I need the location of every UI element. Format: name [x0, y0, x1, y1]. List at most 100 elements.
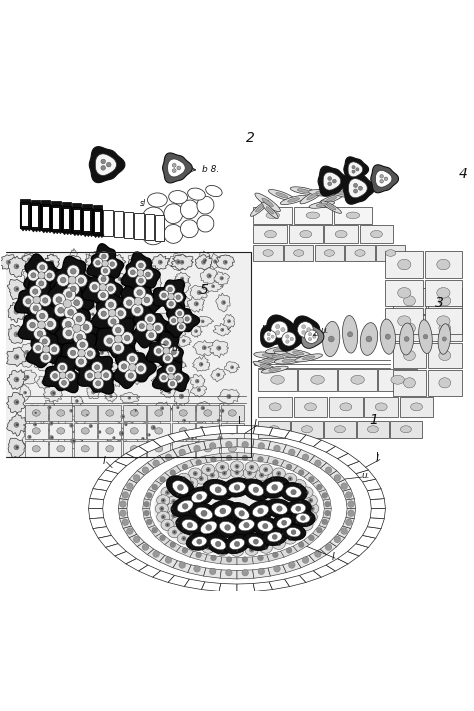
Polygon shape [95, 154, 117, 176]
Circle shape [102, 260, 108, 267]
Polygon shape [312, 525, 326, 537]
Circle shape [218, 374, 219, 375]
Circle shape [156, 348, 161, 353]
Polygon shape [348, 178, 367, 198]
Polygon shape [117, 419, 134, 429]
Circle shape [75, 356, 87, 368]
Polygon shape [319, 517, 330, 528]
Ellipse shape [182, 520, 198, 531]
Bar [155, 215, 164, 240]
Circle shape [210, 456, 216, 462]
Circle shape [258, 568, 264, 574]
Polygon shape [48, 230, 53, 233]
Polygon shape [245, 461, 258, 473]
Polygon shape [172, 295, 191, 309]
Polygon shape [300, 571, 321, 582]
Circle shape [290, 337, 293, 341]
Circle shape [93, 306, 94, 307]
Polygon shape [44, 287, 59, 300]
Circle shape [178, 317, 182, 321]
Ellipse shape [300, 230, 312, 238]
Polygon shape [189, 468, 202, 479]
Circle shape [305, 330, 318, 343]
Polygon shape [126, 559, 148, 571]
Polygon shape [283, 444, 301, 456]
Polygon shape [346, 498, 356, 508]
Polygon shape [171, 517, 184, 528]
Ellipse shape [272, 356, 284, 358]
Circle shape [30, 262, 32, 263]
Circle shape [75, 349, 76, 351]
Ellipse shape [307, 193, 318, 200]
Circle shape [130, 353, 134, 358]
Circle shape [50, 260, 54, 264]
Ellipse shape [262, 354, 276, 357]
Circle shape [52, 262, 53, 263]
Circle shape [140, 294, 153, 306]
Circle shape [35, 424, 36, 425]
Polygon shape [176, 546, 193, 557]
Polygon shape [43, 400, 55, 417]
Circle shape [304, 523, 309, 527]
Circle shape [26, 319, 39, 331]
Polygon shape [9, 324, 27, 343]
Polygon shape [123, 526, 137, 538]
Circle shape [334, 474, 341, 481]
Polygon shape [188, 442, 206, 452]
Circle shape [282, 482, 283, 484]
Circle shape [210, 540, 214, 544]
Ellipse shape [106, 428, 114, 434]
Circle shape [289, 527, 293, 531]
Polygon shape [8, 370, 27, 390]
Polygon shape [115, 552, 137, 564]
Circle shape [101, 166, 106, 170]
Polygon shape [300, 487, 313, 498]
Polygon shape [93, 235, 98, 237]
Polygon shape [69, 341, 81, 358]
Circle shape [27, 358, 29, 360]
Ellipse shape [367, 426, 378, 433]
Circle shape [179, 394, 184, 399]
Circle shape [185, 317, 189, 321]
Circle shape [236, 466, 238, 467]
Circle shape [36, 278, 47, 289]
Circle shape [249, 465, 254, 469]
Circle shape [26, 299, 31, 304]
Circle shape [220, 277, 223, 280]
Circle shape [57, 274, 70, 287]
Circle shape [146, 493, 152, 498]
Circle shape [29, 286, 41, 298]
Circle shape [272, 538, 273, 540]
Circle shape [31, 273, 36, 278]
Polygon shape [65, 255, 82, 269]
Circle shape [166, 299, 176, 309]
Bar [258, 397, 292, 417]
Ellipse shape [210, 483, 227, 496]
Polygon shape [191, 325, 202, 338]
Ellipse shape [403, 323, 415, 333]
Bar [172, 441, 195, 456]
Circle shape [16, 424, 18, 426]
Circle shape [14, 354, 19, 360]
Circle shape [169, 367, 173, 372]
Polygon shape [110, 372, 123, 387]
Circle shape [91, 305, 95, 309]
Circle shape [33, 411, 37, 415]
Ellipse shape [296, 513, 310, 523]
Circle shape [199, 292, 201, 294]
Circle shape [16, 378, 18, 380]
Circle shape [341, 483, 347, 489]
Ellipse shape [319, 194, 344, 204]
Polygon shape [206, 536, 219, 547]
Circle shape [72, 260, 76, 264]
Circle shape [78, 278, 84, 284]
Circle shape [14, 287, 19, 292]
Polygon shape [320, 542, 337, 555]
Polygon shape [195, 473, 208, 484]
Circle shape [277, 471, 281, 476]
Circle shape [175, 493, 180, 497]
Circle shape [89, 424, 92, 428]
Ellipse shape [197, 215, 214, 232]
Circle shape [30, 283, 32, 285]
Polygon shape [237, 425, 255, 434]
